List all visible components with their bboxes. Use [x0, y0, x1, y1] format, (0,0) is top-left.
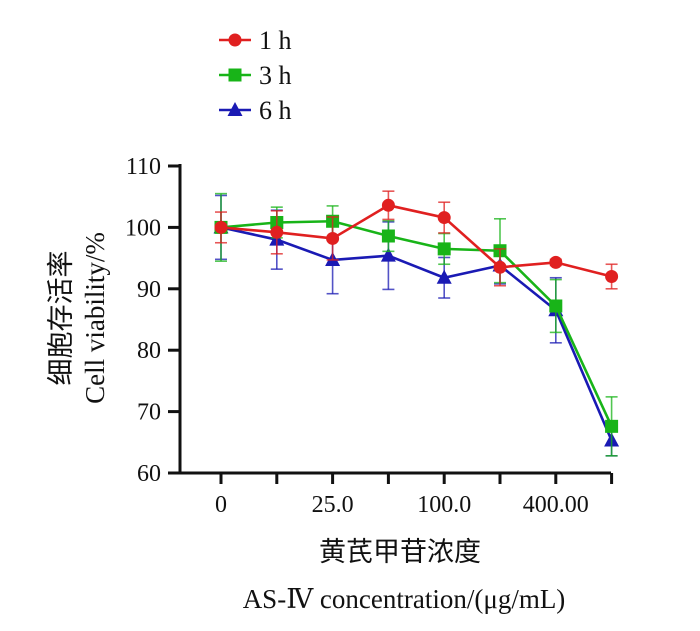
x-axis-title-en: AS-Ⅳ concentration/(μg/mL): [243, 584, 566, 614]
y-tick-label: 80: [137, 338, 161, 364]
series-1h: [214, 190, 619, 290]
legend-marker: [227, 102, 243, 116]
x-tick-label: 0: [215, 492, 227, 518]
legend-item: 1 h: [219, 26, 292, 55]
data-point: [381, 229, 395, 243]
data-point: [326, 231, 340, 245]
legend-marker: [228, 33, 242, 47]
data-point: [214, 220, 228, 234]
legend-item: 3 h: [219, 61, 292, 90]
data-point: [381, 198, 395, 212]
x-tick-label: 100.0: [417, 492, 471, 518]
data-point: [270, 225, 284, 239]
series-3h: [214, 192, 619, 457]
series-line: [220, 226, 613, 441]
data-point: [437, 211, 451, 225]
legend-label: 6 h: [259, 96, 292, 125]
legend-marker: [228, 68, 242, 82]
x-axis: 0 25.0 100.0 400.00: [179, 471, 614, 518]
y-tick-label: 100: [125, 215, 161, 241]
y-tick-label: 110: [126, 154, 161, 180]
data-point: [605, 270, 619, 284]
legend-label: 1 h: [259, 26, 292, 55]
y-axis-title-en: Cell viability/%: [80, 232, 110, 404]
y-axis: 60 70 80 90 100 110: [125, 154, 182, 487]
data-point: [605, 419, 619, 433]
legend-label: 3 h: [259, 61, 292, 90]
data-point: [549, 255, 563, 269]
y-tick-label: 60: [137, 461, 161, 487]
data-point: [549, 299, 563, 313]
data-point: [493, 260, 507, 274]
x-axis-title-cn: 黄芪甲苷浓度: [319, 537, 481, 568]
data-point: [437, 242, 451, 256]
data-point: [380, 247, 396, 262]
series-line: [220, 203, 612, 278]
data-point: [436, 269, 452, 284]
x-tick-label: 25.0: [312, 492, 354, 518]
y-tick-label: 70: [137, 400, 161, 426]
plot-area: [213, 190, 620, 457]
y-tick-label: 90: [137, 277, 161, 303]
legend: 1 h 3 h 6 h: [219, 26, 292, 125]
series-line: [220, 219, 613, 427]
legend-item: 6 h: [219, 96, 292, 125]
x-tick-label: 400.00: [523, 492, 589, 518]
y-axis-title-cn: 细胞存活率: [46, 251, 77, 386]
